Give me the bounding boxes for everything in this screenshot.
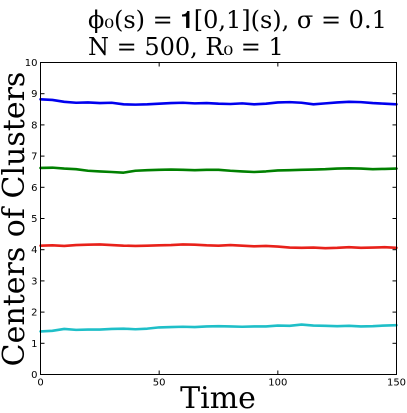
series-line-2 <box>39 166 398 174</box>
x-axis-title: Time <box>180 381 256 413</box>
y-tick-label: 0 <box>31 370 37 381</box>
series-line-3 <box>39 243 398 250</box>
x-axis: 0 50 100 150 <box>37 62 406 389</box>
y-tick-label: 9 <box>31 89 37 100</box>
y-tick-label: 10 <box>25 58 38 69</box>
y-tick-label: 7 <box>31 152 37 163</box>
x-tick-label: 150 <box>387 378 406 389</box>
plot-area <box>39 98 398 333</box>
x-tick-label: 50 <box>153 378 166 389</box>
series-line-1 <box>39 98 398 106</box>
y-tick-label: 4 <box>31 245 37 256</box>
chart-title-line-2: N = 500, R₀ = 1 <box>88 33 284 61</box>
y-tick-label: 8 <box>31 120 37 131</box>
y-tick-label: 2 <box>31 308 37 319</box>
y-tick-label: 1 <box>31 339 37 350</box>
plot-frame <box>40 62 397 375</box>
x-tick-label: 0 <box>37 378 43 389</box>
chart-title-line-1: ϕ₀(s) = 𝟏[0,1](s), σ = 0.1 <box>88 6 387 34</box>
y-tick-label: 5 <box>31 214 37 225</box>
x-tick-label: 100 <box>268 378 287 389</box>
y-axis: 0 1 2 3 4 5 6 7 8 9 10 <box>25 58 397 381</box>
y-axis-title: Centers of Clusters <box>0 72 32 367</box>
series-line-4 <box>39 323 398 333</box>
y-tick-label: 6 <box>31 183 37 194</box>
y-tick-label: 3 <box>31 276 37 287</box>
